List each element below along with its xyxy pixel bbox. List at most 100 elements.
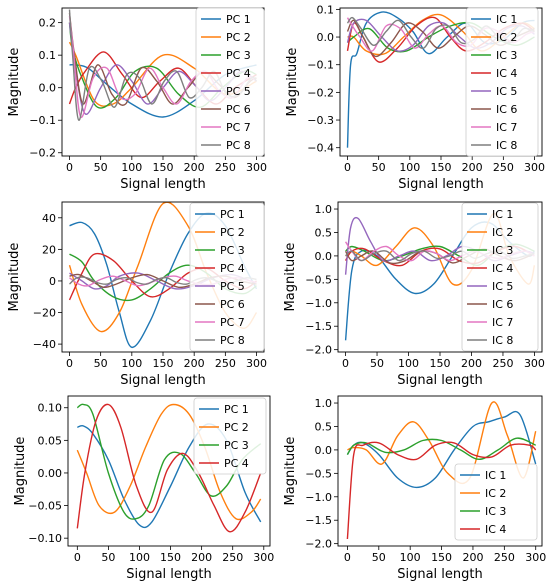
legend-entry: PC 7 xyxy=(226,121,251,134)
panel-4: 0 50 100 150 200 250 300 −2.0 −1.5 −1.0 −0.5 0.0 0.5… xyxy=(283,201,545,388)
x-axis-label: Signal length xyxy=(397,567,483,582)
x-tick-label: 50 xyxy=(372,551,386,564)
legend-box xyxy=(465,7,539,157)
x-tick-label: 200 xyxy=(184,357,205,370)
legend-entry: PC 5 xyxy=(220,280,245,293)
x-tick-label: 100 xyxy=(400,551,421,564)
legend-entry: PC 8 xyxy=(226,139,251,152)
x-tick-label: 50 xyxy=(101,551,115,564)
x-tick-label: 150 xyxy=(153,357,174,370)
panel-5: 0 50 100 150 200 250 300 −0.10 −0.05 0.00 0.05 0.10… xyxy=(13,395,274,582)
legend-entry: IC 2 xyxy=(496,31,517,44)
legend-entry: PC 4 xyxy=(224,457,249,470)
y-tick-label: 0.5 xyxy=(315,226,333,239)
legend-entry: PC 4 xyxy=(220,262,245,275)
x-tick-label: 100 xyxy=(129,551,150,564)
x-tick-label: 50 xyxy=(94,161,108,174)
series-line-pc-4 xyxy=(76,403,262,533)
y-tick-label: −20 xyxy=(33,307,56,320)
y-tick-label: 0.10 xyxy=(38,402,63,415)
y-axis-label: Magnitude xyxy=(285,48,300,117)
x-tick-label: 300 xyxy=(525,551,546,564)
y-axis-label: Magnitude xyxy=(13,437,28,506)
axes-frame xyxy=(337,395,543,547)
legend: IC 1 IC 2 IC 3 IC 4 xyxy=(454,463,538,541)
x-tick-label: 200 xyxy=(184,161,205,174)
legend-entry: PC 1 xyxy=(220,208,245,221)
x-tick-label: 0 xyxy=(344,161,351,174)
panel-3: 0 50 100 150 200 250 300 −40 −20 0 20 40 Signal leng… xyxy=(7,201,267,388)
x-tick-label: 250 xyxy=(222,551,243,564)
x-tick-label: 200 xyxy=(462,161,483,174)
panel-2: 0 50 100 150 200 250 300 −0.4 −0.3 −0.2 −0.1 0.0 0.1… xyxy=(285,3,545,192)
legend-entry: PC 1 xyxy=(226,13,251,26)
y-tick-label: 0.0 xyxy=(39,82,57,95)
y-tick-label: −1.5 xyxy=(305,514,332,527)
x-tick-label: 200 xyxy=(462,551,483,564)
panel-1: 0 50 100 150 200 250 300 −0.2 −0.1 0.0 0.1 0.2 Signa… xyxy=(7,7,267,192)
legend-entry: PC 2 xyxy=(226,31,251,44)
y-tick-label: −0.2 xyxy=(29,147,56,160)
legend-entry: IC 1 xyxy=(496,13,517,26)
x-tick-label: 50 xyxy=(372,161,386,174)
series-line-ic-3 xyxy=(346,437,536,461)
y-tick-label: −1.5 xyxy=(305,320,332,333)
x-tick-label: 150 xyxy=(160,551,181,564)
y-tick-label: 0.1 xyxy=(39,49,57,62)
x-tick-label: 300 xyxy=(253,551,274,564)
y-tick-label: −40 xyxy=(33,338,56,351)
x-tick-label: 100 xyxy=(399,161,420,174)
y-tick-label: −1.0 xyxy=(305,297,332,310)
x-tick-label: 250 xyxy=(494,551,515,564)
legend-entry: PC 2 xyxy=(224,421,249,434)
y-axis-label: Magnitude xyxy=(283,243,298,312)
series-line-ic-4 xyxy=(346,441,537,540)
legend-entry: IC 3 xyxy=(492,244,513,257)
y-tick-label: 0.2 xyxy=(39,17,57,30)
legend-entry: PC 4 xyxy=(226,67,251,80)
legend-entry: IC 8 xyxy=(496,139,517,152)
y-tick-label: 1.0 xyxy=(315,397,333,410)
y-tick-label: 0.1 xyxy=(317,3,335,16)
legend: PC 1 PC 2 PC 3 PC 4 xyxy=(193,397,267,475)
legend-box xyxy=(195,7,265,157)
legend-entry: IC 1 xyxy=(485,469,506,482)
series-line-pc-3 xyxy=(76,403,262,520)
y-tick-label: 0.00 xyxy=(38,467,63,480)
y-tick-label: −0.4 xyxy=(307,142,334,155)
legend-entry: IC 6 xyxy=(492,298,513,311)
y-tick-label: −0.2 xyxy=(307,86,334,99)
x-tick-label: 250 xyxy=(215,357,236,370)
y-tick-label: 0.0 xyxy=(317,31,335,44)
y-tick-label: −0.05 xyxy=(28,500,62,513)
y-tick-label: −2.0 xyxy=(305,538,332,551)
x-tick-label: 0 xyxy=(342,357,349,370)
series-lines xyxy=(68,9,258,121)
x-tick-label: 250 xyxy=(215,161,236,174)
legend-entry: IC 5 xyxy=(492,280,513,293)
legend-entry: IC 2 xyxy=(485,487,506,500)
y-axis-label: Magnitude xyxy=(7,243,22,312)
legend-entry: IC 3 xyxy=(496,49,517,62)
legend-entry: PC 6 xyxy=(226,103,251,116)
legend-box xyxy=(189,202,265,352)
legend-entry: IC 6 xyxy=(496,103,517,116)
x-tick-label: 300 xyxy=(524,161,545,174)
y-tick-label: −1.0 xyxy=(305,491,332,504)
y-tick-label: −0.5 xyxy=(305,467,332,480)
y-tick-label: 1.0 xyxy=(315,203,333,216)
legend-entry: PC 3 xyxy=(226,49,251,62)
legend-entry: PC 2 xyxy=(220,226,245,239)
x-tick-label: 150 xyxy=(431,161,452,174)
legend-box xyxy=(461,202,539,352)
x-tick-label: 100 xyxy=(121,357,142,370)
x-tick-label: 300 xyxy=(524,357,545,370)
y-axis-label: Magnitude xyxy=(7,48,22,117)
legend: IC 1 IC 2 IC 3 IC 4 IC 5 IC 6 IC 7 IC 8 xyxy=(465,7,539,157)
legend: PC 1 PC 2 PC 3 PC 4 PC 5 PC 6 PC 7 PC 8 xyxy=(195,7,265,157)
x-axis-label: Signal length xyxy=(398,177,484,192)
y-tick-label: 0.0 xyxy=(315,250,333,263)
legend-entry: PC 6 xyxy=(220,298,245,311)
legend-box xyxy=(193,397,267,475)
